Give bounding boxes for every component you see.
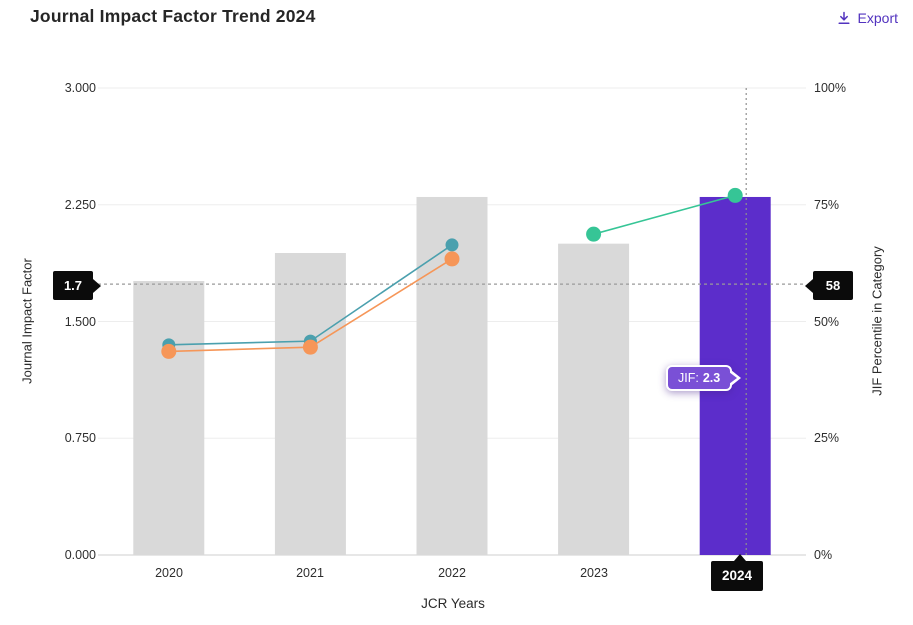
percentile-line-green-point-2023[interactable]: [586, 226, 602, 242]
right-axis-tick: 100%: [814, 81, 846, 95]
crosshair-left-value-tag: 1.7: [53, 271, 93, 300]
percentile-line-orange-point-2020[interactable]: [161, 343, 177, 359]
left-axis-title: Journal Impact Factor: [19, 258, 35, 384]
right-axis-title: JIF Percentile in Category: [869, 246, 885, 396]
export-button[interactable]: Export: [833, 8, 902, 28]
right-axis-tick: 25%: [814, 431, 840, 445]
right-axis-tick: 50%: [814, 315, 840, 329]
jif-tooltip: JIF: 2.3: [666, 365, 733, 391]
bar-2020[interactable]: [133, 281, 205, 555]
x-axis-label-2021: 2021: [296, 566, 324, 580]
percentile-line-green: [593, 194, 736, 235]
bar-2023[interactable]: [558, 243, 630, 555]
x-axis-title: JCR Years: [421, 596, 485, 611]
page-title: Journal Impact Factor Trend 2024: [30, 6, 316, 26]
tooltip-label: JIF:: [678, 371, 699, 385]
percentile-line-green-point-2024[interactable]: [727, 187, 743, 203]
left-axis-tick: 2.250: [64, 198, 96, 212]
right-axis-tick: 0%: [814, 548, 833, 562]
left-axis-tick: 3.000: [64, 81, 96, 95]
right-axis-tick: 75%: [814, 198, 840, 212]
percentile-line-orange-point-2021[interactable]: [302, 339, 318, 355]
left-axis-tick: 0.750: [64, 431, 96, 445]
plot-canvas[interactable]: [0, 40, 913, 625]
export-button-label: Export: [857, 10, 898, 26]
jif-trend-chart: 3.000 2.250 1.500 0.750 0.000 100% 75% 5…: [0, 40, 913, 625]
x-axis-label-2020: 2020: [155, 566, 183, 580]
tooltip-value: 2.3: [702, 371, 721, 385]
crosshair-year-tag: 2024: [711, 554, 763, 591]
percentile-line-orange-point-2022[interactable]: [444, 251, 460, 267]
x-axis-label-2023: 2023: [580, 566, 608, 580]
left-axis-tick: 1.500: [64, 315, 96, 329]
left-axis-tick: 0.000: [64, 548, 96, 562]
crosshair-right-value-tag: 58: [813, 271, 853, 300]
bar-2021[interactable]: [274, 253, 346, 556]
x-axis-label-2022: 2022: [438, 566, 466, 580]
percentile-line-teal-point-2022[interactable]: [445, 238, 459, 252]
download-icon: [837, 11, 850, 24]
